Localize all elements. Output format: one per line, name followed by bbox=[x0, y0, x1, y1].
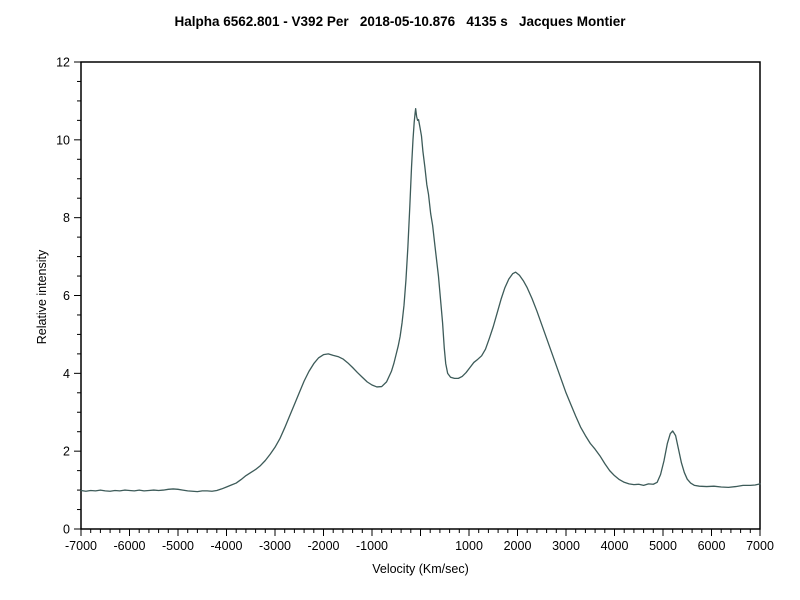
y-tick-label: 2 bbox=[63, 445, 70, 459]
x-tick-label: -1000 bbox=[356, 539, 388, 553]
spectrum-line bbox=[80, 108, 761, 493]
x-tick-label: -3000 bbox=[259, 539, 291, 553]
chart-title: Halpha 6562.801 - V392 Per 2018-05-10.87… bbox=[174, 14, 626, 29]
y-axis-title: Relative intensity bbox=[35, 249, 49, 345]
x-tick-label: -4000 bbox=[211, 539, 243, 553]
x-tick-label: -7000 bbox=[65, 539, 97, 553]
y-tick-label: 8 bbox=[63, 211, 70, 225]
x-tick-label: 5000 bbox=[649, 539, 677, 553]
x-tick-label: 4000 bbox=[601, 539, 629, 553]
x-axis-title: Velocity (Km/sec) bbox=[372, 562, 469, 576]
x-tick-label: 6000 bbox=[698, 539, 726, 553]
y-tick-label: 10 bbox=[56, 133, 70, 147]
y-tick-label: 0 bbox=[63, 523, 70, 537]
y-tick-label: 4 bbox=[63, 367, 70, 381]
x-tick-label: 7000 bbox=[746, 539, 774, 553]
x-tick-label: -5000 bbox=[162, 539, 194, 553]
y-tick-label: 12 bbox=[56, 56, 70, 70]
x-tick-label: 3000 bbox=[552, 539, 580, 553]
x-tick-label: -2000 bbox=[308, 539, 340, 553]
x-tick-label: 2000 bbox=[504, 539, 532, 553]
x-tick-label: 1000 bbox=[455, 539, 483, 553]
x-tick-label: -6000 bbox=[114, 539, 146, 553]
y-tick-label: 6 bbox=[63, 289, 70, 303]
